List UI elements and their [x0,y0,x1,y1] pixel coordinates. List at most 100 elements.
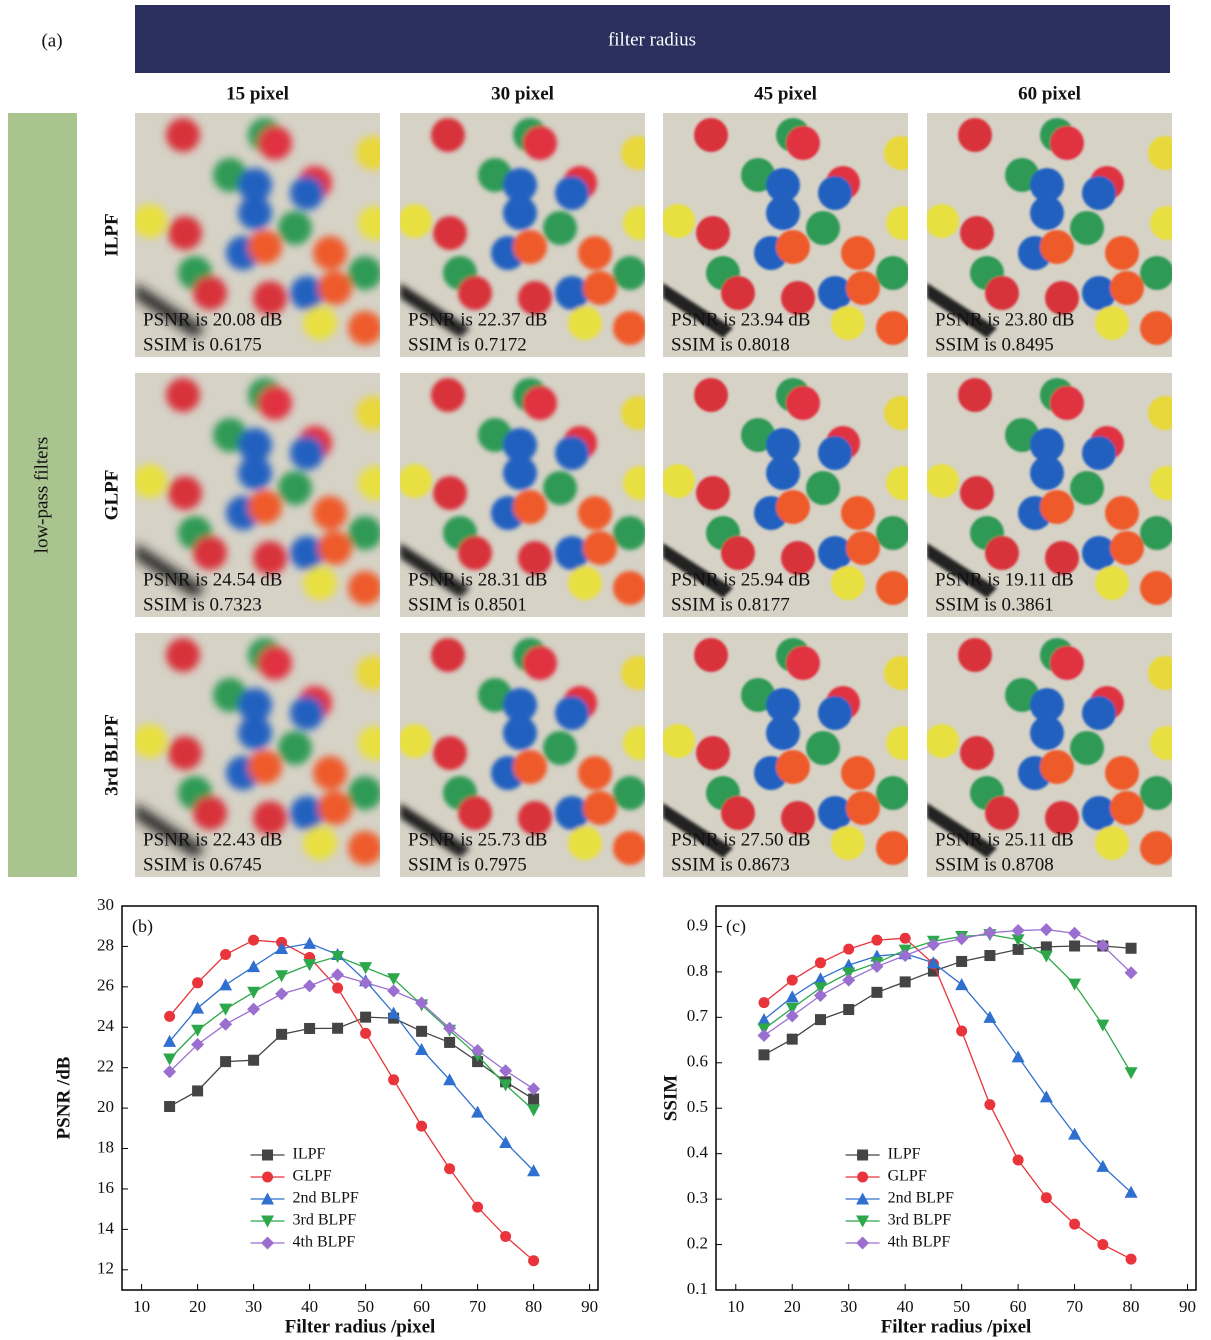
marker [842,973,856,987]
dot [578,496,612,530]
marker [757,1029,771,1043]
dot [886,726,908,760]
dot [1045,281,1079,315]
dot [258,386,292,420]
marker [191,1037,205,1051]
image-edge [400,803,470,858]
image-edge [135,283,205,338]
dot [458,536,492,570]
row-label: GLPF [101,470,122,521]
image-edge [663,543,733,598]
dot [523,386,557,420]
ssim-text: SSIM is 0.8708 [935,854,1054,875]
dot [238,196,272,230]
dot [238,716,272,750]
dot [313,756,347,790]
y-tick-label: 0.4 [687,1143,709,1162]
image-dots [663,638,908,865]
dot [985,536,1019,570]
ssim-text: SSIM is 0.8177 [671,594,790,615]
marker [303,959,317,972]
dot [1070,211,1104,245]
marker [984,1099,996,1111]
marker [843,943,855,955]
dot [776,230,810,264]
marker [388,1074,400,1086]
dot [876,311,908,345]
dot [555,436,589,470]
dot [841,236,875,270]
marker [499,1064,513,1078]
marker [1125,1253,1137,1265]
legend-text: 3rd BLPF [293,1212,357,1229]
marker [785,990,799,1003]
dot [583,531,617,565]
y-tick-label: 0.6 [687,1052,708,1071]
marker [1040,1192,1052,1204]
ssim-text: SSIM is 0.8673 [671,854,790,875]
marker [1068,978,1082,991]
dot [543,471,577,505]
dot [503,716,537,750]
dot [876,256,908,290]
image-content [663,378,908,605]
dot [1095,306,1129,340]
marker [499,1079,513,1092]
image-dots [663,378,908,605]
image-dots [400,378,645,605]
dot [1050,126,1084,160]
y-tick-label: 0.3 [687,1188,708,1207]
dot [884,656,908,690]
dot [831,306,865,340]
dot [135,464,167,498]
marker [248,1054,260,1066]
marker [1039,923,1053,937]
y-axis-label: PSNR /dB [53,1056,74,1139]
dot [806,211,840,245]
marker [813,982,827,995]
x-tick-label: 40 [301,1297,318,1316]
marker [527,1082,541,1096]
dot [513,490,547,524]
image-edge [927,803,997,858]
marker [1097,1239,1109,1251]
x-tick-label: 60 [1010,1297,1027,1316]
panel-label: (b) [132,916,153,937]
marker [248,934,260,946]
dot [518,541,552,575]
dot [621,656,645,690]
ssim-text: SSIM is 0.8495 [935,334,1054,355]
marker [528,1093,540,1105]
dot [278,211,312,245]
image-dots [135,638,380,865]
legend-text: 3rd BLPF [888,1212,952,1229]
image-content [135,378,380,605]
marker [164,1010,176,1022]
marker [955,932,969,946]
marker [785,1009,799,1023]
dot [1150,466,1172,500]
dot [818,276,852,310]
dot [543,731,577,765]
marker [1011,934,1025,947]
dot [318,271,352,305]
dot [927,464,959,498]
dot [884,396,908,430]
image-edge [135,803,205,858]
dot [583,271,617,305]
dot [518,281,552,315]
marker [527,1104,541,1117]
dot [1040,490,1074,524]
marker [857,1149,869,1161]
dot [248,750,282,784]
dot [846,271,880,305]
dot [400,204,432,238]
y-tick-label: 0.9 [687,915,708,934]
marker [856,1236,870,1250]
image-dots [927,378,1172,605]
marker [926,956,940,969]
legend-text: 2nd BLPF [888,1190,954,1207]
image-edge [400,283,470,338]
dot [1095,566,1129,600]
